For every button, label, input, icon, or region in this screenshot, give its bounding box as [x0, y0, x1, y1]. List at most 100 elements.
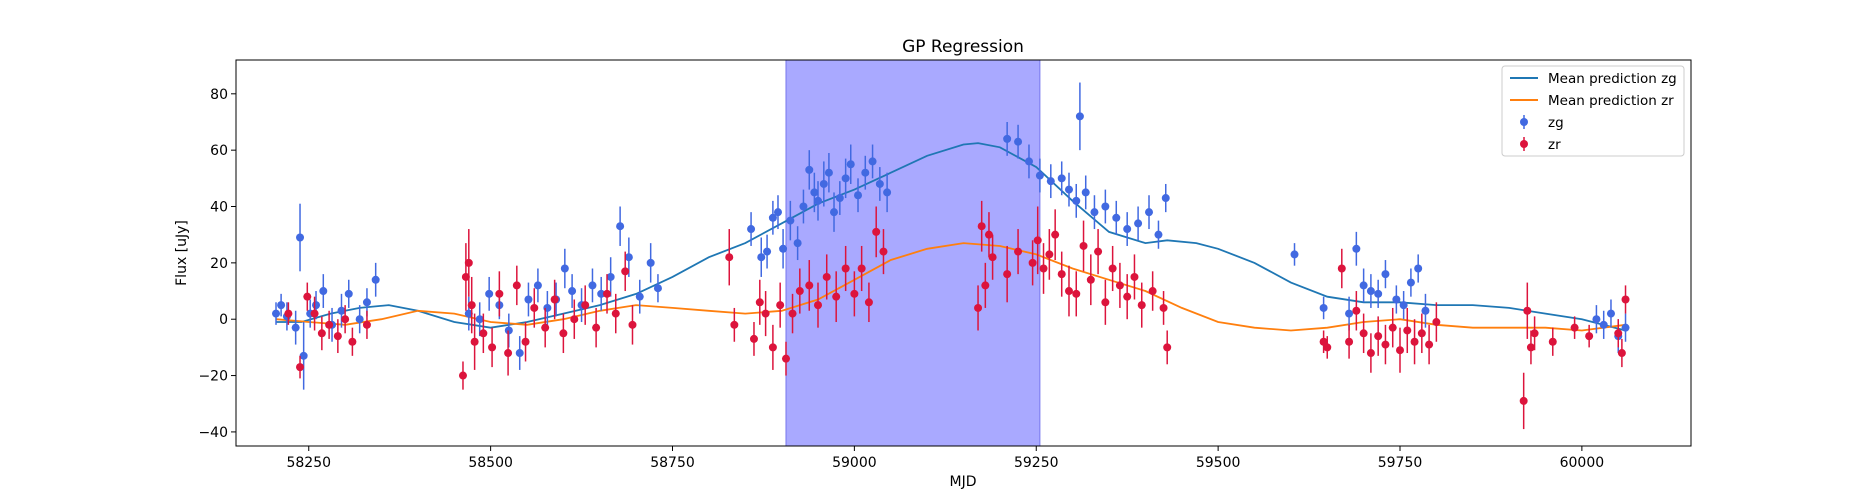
data-point [830, 208, 839, 217]
data-point [988, 253, 997, 262]
data-point [1381, 270, 1390, 279]
data-point [299, 351, 308, 360]
data-point [653, 284, 662, 293]
data-point [1614, 329, 1623, 338]
data-point [749, 334, 758, 343]
series-zg [272, 82, 1630, 390]
data-point [550, 295, 559, 304]
y-tick-label: 80 [210, 87, 228, 103]
data-point [799, 202, 808, 211]
data-point [854, 191, 863, 200]
data-point [1526, 343, 1535, 352]
data-point [805, 165, 814, 174]
data-point [458, 371, 467, 380]
data-point [1621, 295, 1630, 304]
plot-frame [235, 59, 1692, 447]
data-point [524, 295, 533, 304]
legend-label: zr [1548, 137, 1561, 153]
data-point [768, 343, 777, 352]
data-point [1530, 329, 1539, 338]
data-point [841, 174, 850, 183]
data-point [1079, 241, 1088, 250]
data-point [1585, 332, 1594, 341]
data-point [1159, 303, 1168, 312]
data-point [757, 253, 766, 262]
data-point [635, 292, 644, 301]
data-point [303, 292, 312, 301]
data-point [341, 315, 350, 324]
data-point [512, 281, 521, 290]
data-point [560, 264, 569, 273]
data-point [1145, 208, 1154, 217]
data-point [1075, 112, 1084, 121]
data-point [814, 301, 822, 310]
x-tick-label: 59500 [1196, 455, 1241, 471]
data-point [1090, 208, 1099, 217]
data-point [768, 213, 777, 222]
data-point [1161, 194, 1170, 203]
data-point [814, 196, 822, 205]
y-tick-label: 0 [219, 312, 228, 328]
data-point [984, 230, 993, 239]
data-point [646, 258, 655, 267]
data-point [1148, 287, 1157, 296]
data-point [521, 337, 530, 346]
data-point [1337, 264, 1346, 273]
data-point [1051, 230, 1060, 239]
y-axis-label: Flux [uJy] [174, 220, 190, 286]
data-point [1425, 340, 1434, 349]
legend: Mean prediction zg Mean prediction zr zg zr [1501, 65, 1685, 157]
data-point [362, 298, 371, 307]
data-point [1101, 298, 1110, 307]
legend-label: zg [1548, 115, 1564, 131]
data-point [1345, 337, 1354, 346]
data-point [1392, 295, 1401, 304]
data-point [974, 303, 983, 312]
data-point [1352, 244, 1361, 253]
data-point [857, 264, 866, 273]
data-point [773, 208, 782, 217]
data-point [1414, 264, 1423, 273]
data-point [1617, 349, 1626, 358]
data-point [333, 332, 342, 341]
data-point [1374, 332, 1383, 341]
data-point [805, 281, 814, 290]
data-point [1130, 272, 1139, 281]
data-point [485, 289, 494, 298]
data-point [1599, 320, 1608, 329]
data-point [861, 168, 870, 177]
data-point [291, 323, 300, 332]
data-point [588, 281, 597, 290]
data-point [1570, 323, 1579, 332]
data-point [1115, 281, 1124, 290]
data-point [1086, 275, 1095, 284]
data-point [325, 320, 334, 329]
data-point [1290, 250, 1299, 259]
data-point [1057, 270, 1066, 279]
data-point [1154, 230, 1163, 239]
x-tick-label: 59250 [1014, 455, 1059, 471]
data-point [479, 329, 488, 338]
data-point [1014, 247, 1023, 256]
y-axis: −40 −20 0 20 40 60 80 [198, 87, 236, 441]
legend-label: Mean prediction zr [1548, 93, 1674, 109]
data-point [533, 281, 542, 290]
data-point [1359, 281, 1368, 290]
y-tick-label: −40 [198, 425, 228, 441]
data-point [344, 289, 353, 298]
data-point [1621, 323, 1630, 332]
data-point [1072, 196, 1081, 205]
data-point [1352, 306, 1361, 315]
data-point [776, 301, 785, 310]
data-point [1388, 323, 1397, 332]
data-point [1094, 247, 1103, 256]
data-point [1123, 292, 1132, 301]
data-point [317, 329, 326, 338]
data-point [1046, 177, 1055, 186]
data-point [819, 179, 828, 188]
data-point [371, 275, 380, 284]
x-tick-label: 58750 [650, 455, 695, 471]
data-point [1108, 264, 1117, 273]
data-point [272, 309, 281, 318]
